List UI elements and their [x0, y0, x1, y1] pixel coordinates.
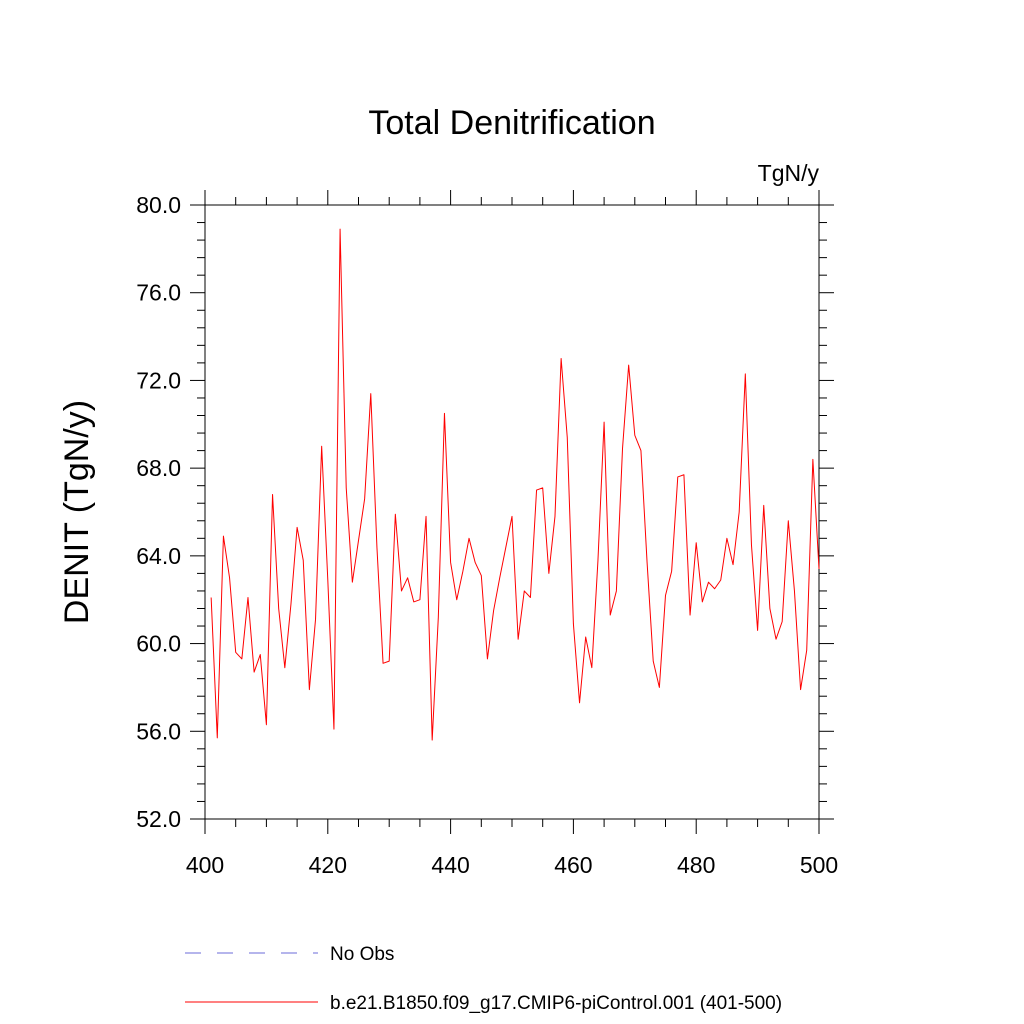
x-tick-label: 440 [431, 852, 469, 878]
tick-labels: 52.0 56.0 60.0 64.0 68.0 72.0 76.0 80.0 400 420 44… [136, 192, 838, 878]
plot-frame [204, 204, 820, 820]
axis-ticks [190, 190, 834, 834]
series-1 [210, 228, 820, 741]
y-tick-label: 56.0 [136, 718, 181, 744]
x-tick-label: 480 [677, 852, 715, 878]
chart-title: Total Denitrification [368, 104, 655, 142]
x-tick-label: 400 [186, 852, 224, 878]
y-tick-label: 64.0 [136, 543, 181, 569]
y-tick-label: 60.0 [136, 631, 181, 657]
y-tick-label: 80.0 [136, 192, 181, 218]
y-tick-label: 72.0 [136, 367, 181, 393]
units-label: TgN/y [758, 160, 820, 186]
legend-label: b.e21.B1850.f09_g17.CMIP6-piControl.001 … [330, 993, 782, 1014]
x-tick-label: 500 [800, 852, 838, 878]
x-tick-label: 460 [554, 852, 592, 878]
y-tick-label: 76.0 [136, 280, 181, 306]
y-tick-label: 68.0 [136, 455, 181, 481]
legend-label: No Obs [330, 944, 394, 965]
y-axis-label: DENIT (TgN/y) [58, 400, 96, 624]
series-layer [210, 228, 820, 741]
series-line [210, 228, 820, 741]
legend: No Obs b.e21.B1850.f09_g17.CMIP6-piContro… [185, 944, 782, 1014]
x-tick-label: 420 [309, 852, 347, 878]
y-tick-label: 52.0 [136, 806, 181, 832]
plot-area [204, 204, 820, 820]
